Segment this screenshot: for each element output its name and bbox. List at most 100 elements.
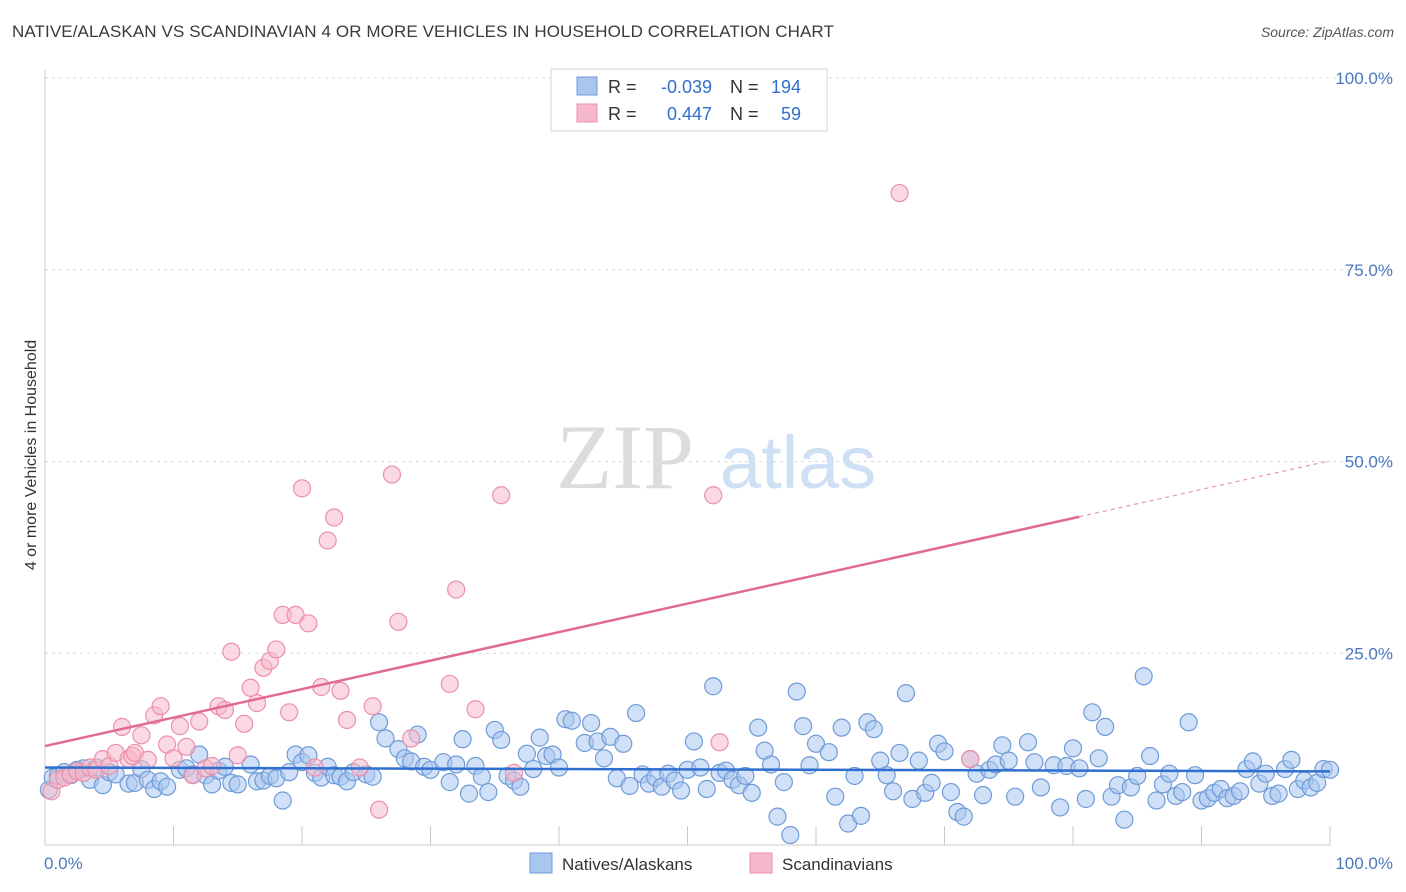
native-alaskan-point-116: [832, 718, 851, 737]
scandinavian-trend-line: [44, 515, 1080, 748]
native-alaskan-point-48: [370, 713, 389, 732]
native-alaskan-point-60: [459, 784, 479, 803]
legend-bottom-swatch-pink: [749, 852, 773, 874]
native-alaskan-point-114: [819, 743, 838, 762]
series-legend: Natives/Alaskans Scandinavians: [529, 852, 893, 874]
native-alaskan-point-59: [453, 730, 472, 749]
native-alaskan-point-132: [935, 742, 954, 761]
scandinavian-point-46: [331, 681, 350, 700]
native-alaskan-point-178: [1243, 752, 1263, 771]
scandinavian-point-54: [440, 674, 459, 694]
scandinavian-point-26: [202, 756, 222, 776]
legend-n-label-blue: N =: [730, 77, 759, 97]
scandinavian-point-59: [704, 486, 723, 505]
native-alaskan-point-115: [826, 787, 845, 806]
trend-lines: [44, 460, 1331, 773]
scandinavian-point-36: [267, 640, 286, 659]
scandinavian-point-21: [170, 717, 190, 736]
native-alaskan-point-126: [896, 684, 916, 703]
scandinavian-point-56: [466, 700, 485, 719]
native-alaskan-point-65: [492, 730, 511, 750]
correlation-legend: R = -0.039 N = 194 R = 0.447 N = 59: [550, 68, 828, 132]
scandinavian-point-61: [890, 183, 909, 203]
scandinavian-point-18: [151, 697, 170, 716]
x-tick-label-start: 0.0%: [44, 854, 83, 873]
scandinavian-trend-extension: [1079, 460, 1331, 518]
native-alaskan-point-74: [549, 758, 569, 777]
native-alaskan-point-145: [1025, 753, 1044, 772]
native-alaskan-point-167: [1173, 782, 1192, 802]
native-alaskan-point-135: [954, 807, 973, 826]
native-alaskan-point-162: [1140, 746, 1160, 766]
native-alaskan-point-63: [479, 782, 498, 802]
source-label: Source: ZipAtlas.com: [1260, 24, 1394, 40]
native-alaskan-point-176: [1230, 782, 1250, 801]
native-alaskan-point-143: [1006, 787, 1025, 806]
legend-bottom-label-pink: Scandinavians: [782, 855, 893, 874]
y-axis-label: 4 or more Vehicles in Household: [23, 340, 40, 570]
legend-r-value-blue: -0.039: [661, 77, 712, 97]
native-alaskan-point-128: [909, 751, 928, 770]
native-alaskan-point-155: [1096, 717, 1115, 736]
scandinavian-point-30: [228, 746, 247, 765]
native-alaskan-point-141: [993, 736, 1012, 755]
native-alaskan-point-154: [1089, 749, 1108, 768]
scandinavian-point-49: [363, 697, 382, 716]
native-alaskan-point-34: [273, 791, 292, 810]
native-alaskan-point-121: [864, 720, 883, 739]
legend-n-value-blue: 194: [771, 77, 801, 97]
native-alaskan-point-104: [749, 718, 768, 737]
native-alaskan-point-103: [742, 783, 761, 802]
legend-swatch-pink: [576, 103, 598, 123]
native-alaskan-point-138: [973, 786, 993, 805]
native-alaskan-point-97: [704, 677, 723, 696]
scandinavian-point-58: [504, 763, 524, 783]
native-alaskan-point-110: [787, 682, 806, 701]
native-alaskan-point-96: [697, 779, 716, 799]
native-alaskan-point-83: [614, 734, 633, 753]
native-alaskan-point-124: [883, 782, 903, 801]
scandinavian-point-53: [402, 729, 421, 748]
scandinavian-point-55: [447, 580, 466, 599]
native-alaskan-point-133: [941, 782, 961, 802]
chart-title: NATIVE/ALASKAN VS SCANDINAVIAN 4 OR MORE…: [12, 22, 834, 41]
native-alaskan-point-158: [1115, 810, 1134, 829]
x-tick-label-end: 100.0%: [1335, 854, 1393, 873]
scandinavian-point-29: [222, 642, 241, 661]
native-alaskan-point-80: [594, 749, 614, 768]
native-alaskan-point-146: [1031, 778, 1050, 797]
native-alaskan-point-190: [1320, 760, 1340, 779]
scandinavian-point-15: [132, 726, 151, 745]
native-alaskan-point-163: [1147, 791, 1166, 810]
native-alaskan-point-148: [1051, 798, 1070, 817]
native-alaskan-point-142: [999, 751, 1018, 770]
scandinavian-point-41: [299, 614, 318, 633]
legend-r-label-pink: R =: [608, 104, 637, 124]
y-tick-label-75: 75.0%: [1345, 261, 1393, 280]
native-alaskan-point-69: [517, 744, 536, 763]
native-alaskan-point-180: [1256, 764, 1275, 783]
grid-lines: [45, 77, 1392, 654]
legend-r-label-blue: R =: [608, 77, 637, 97]
native-alaskan-point-108: [774, 773, 793, 792]
scandinavian-point-39: [286, 605, 305, 625]
scandinavian-point-40: [292, 479, 312, 498]
native-alaskan-point-85: [626, 703, 646, 723]
native-alaskan-point-182: [1269, 784, 1288, 803]
native-alaskan-point-144: [1018, 733, 1038, 752]
native-alaskan-point-76: [562, 711, 581, 730]
native-alaskan-point-95: [691, 758, 710, 777]
scandinavian-point-44: [318, 531, 337, 550]
native-alaskan-point-150: [1063, 739, 1083, 758]
native-alaskan-point-119: [851, 806, 871, 825]
tick-labels: 25.0% 50.0% 75.0% 100.0% 0.0% 100.0%: [44, 69, 1393, 873]
native-alaskan-point-113: [806, 734, 826, 753]
native-alaskan-point-161: [1134, 667, 1153, 686]
native-alaskan-point-28: [228, 775, 247, 794]
native-alaskan-point-58: [447, 755, 466, 774]
native-alaskan-point-107: [768, 807, 787, 826]
watermark: ZIP atlas: [556, 406, 876, 508]
scandinavian-point-32: [241, 678, 260, 697]
scandinavian-point-52: [389, 612, 408, 631]
